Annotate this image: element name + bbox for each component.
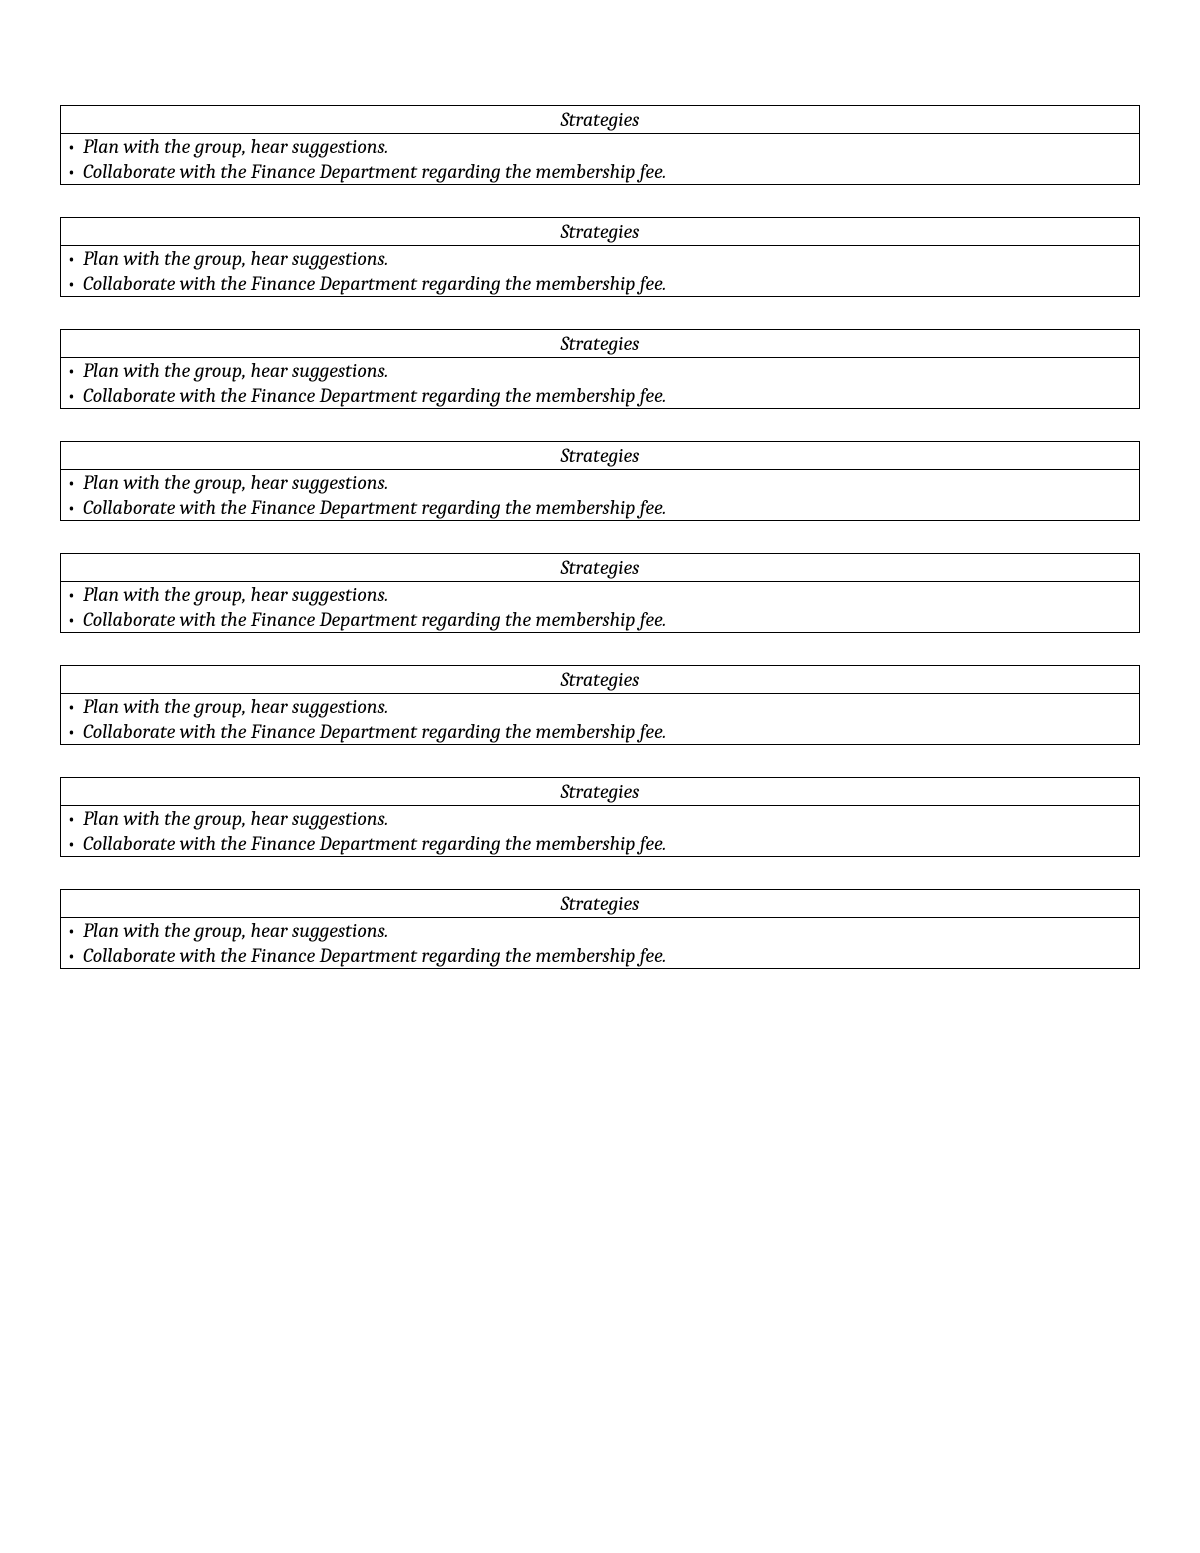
strategy-item-text: Plan with the group, hear suggestions. bbox=[83, 583, 1133, 606]
strategy-item-text: Collaborate with the Finance Department … bbox=[83, 720, 1133, 743]
strategy-item: •Plan with the group, hear suggestions. bbox=[61, 358, 1139, 383]
strategy-header: Strategies bbox=[61, 218, 1139, 246]
strategy-block: Strategies•Plan with the group, hear sug… bbox=[60, 105, 1140, 185]
bullet-icon: • bbox=[67, 720, 83, 743]
bullet-icon: • bbox=[67, 496, 83, 519]
strategy-item-text: Plan with the group, hear suggestions. bbox=[83, 135, 1133, 158]
strategy-item-text: Plan with the group, hear suggestions. bbox=[83, 919, 1133, 942]
strategy-items: •Plan with the group, hear suggestions.•… bbox=[61, 582, 1139, 632]
strategy-header: Strategies bbox=[61, 778, 1139, 806]
strategy-item: •Plan with the group, hear suggestions. bbox=[61, 470, 1139, 495]
strategy-header: Strategies bbox=[61, 890, 1139, 918]
strategy-items: •Plan with the group, hear suggestions.•… bbox=[61, 694, 1139, 744]
bullet-icon: • bbox=[67, 471, 83, 494]
strategy-items: •Plan with the group, hear suggestions.•… bbox=[61, 134, 1139, 184]
strategy-header: Strategies bbox=[61, 554, 1139, 582]
bullet-icon: • bbox=[67, 832, 83, 855]
strategy-block: Strategies•Plan with the group, hear sug… bbox=[60, 329, 1140, 409]
strategy-item-text: Plan with the group, hear suggestions. bbox=[83, 247, 1133, 270]
strategy-items: •Plan with the group, hear suggestions.•… bbox=[61, 358, 1139, 408]
strategy-item-text: Collaborate with the Finance Department … bbox=[83, 384, 1133, 407]
strategy-header: Strategies bbox=[61, 330, 1139, 358]
strategy-item: •Collaborate with the Finance Department… bbox=[61, 159, 1139, 184]
bullet-icon: • bbox=[67, 695, 83, 718]
strategy-block: Strategies•Plan with the group, hear sug… bbox=[60, 553, 1140, 633]
strategy-block: Strategies•Plan with the group, hear sug… bbox=[60, 441, 1140, 521]
bullet-icon: • bbox=[67, 919, 83, 942]
strategy-item-text: Collaborate with the Finance Department … bbox=[83, 832, 1133, 855]
strategy-item-text: Plan with the group, hear suggestions. bbox=[83, 807, 1133, 830]
strategy-header: Strategies bbox=[61, 106, 1139, 134]
strategy-items: •Plan with the group, hear suggestions.•… bbox=[61, 470, 1139, 520]
strategy-block: Strategies•Plan with the group, hear sug… bbox=[60, 665, 1140, 745]
strategy-item-text: Plan with the group, hear suggestions. bbox=[83, 359, 1133, 382]
strategy-item: •Collaborate with the Finance Department… bbox=[61, 719, 1139, 744]
strategy-items: •Plan with the group, hear suggestions.•… bbox=[61, 246, 1139, 296]
strategy-item: •Collaborate with the Finance Department… bbox=[61, 383, 1139, 408]
strategy-item-text: Collaborate with the Finance Department … bbox=[83, 496, 1133, 519]
strategy-item-text: Collaborate with the Finance Department … bbox=[83, 608, 1133, 631]
strategy-item: •Collaborate with the Finance Department… bbox=[61, 943, 1139, 968]
strategy-item: •Plan with the group, hear suggestions. bbox=[61, 806, 1139, 831]
bullet-icon: • bbox=[67, 807, 83, 830]
strategy-items: •Plan with the group, hear suggestions.•… bbox=[61, 918, 1139, 968]
strategy-item: •Plan with the group, hear suggestions. bbox=[61, 694, 1139, 719]
bullet-icon: • bbox=[67, 272, 83, 295]
bullet-icon: • bbox=[67, 160, 83, 183]
strategy-item-text: Plan with the group, hear suggestions. bbox=[83, 695, 1133, 718]
strategy-item: •Collaborate with the Finance Department… bbox=[61, 271, 1139, 296]
strategy-item: •Plan with the group, hear suggestions. bbox=[61, 918, 1139, 943]
bullet-icon: • bbox=[67, 608, 83, 631]
strategy-item-text: Plan with the group, hear suggestions. bbox=[83, 471, 1133, 494]
strategy-item-text: Collaborate with the Finance Department … bbox=[83, 944, 1133, 967]
strategy-item: •Plan with the group, hear suggestions. bbox=[61, 582, 1139, 607]
strategy-items: •Plan with the group, hear suggestions.•… bbox=[61, 806, 1139, 856]
strategy-block: Strategies•Plan with the group, hear sug… bbox=[60, 217, 1140, 297]
bullet-icon: • bbox=[67, 384, 83, 407]
bullet-icon: • bbox=[67, 359, 83, 382]
strategy-item: •Collaborate with the Finance Department… bbox=[61, 495, 1139, 520]
bullet-icon: • bbox=[67, 583, 83, 606]
strategy-item: •Collaborate with the Finance Department… bbox=[61, 831, 1139, 856]
strategy-item: •Plan with the group, hear suggestions. bbox=[61, 134, 1139, 159]
strategy-item-text: Collaborate with the Finance Department … bbox=[83, 160, 1133, 183]
strategy-item: •Plan with the group, hear suggestions. bbox=[61, 246, 1139, 271]
strategy-header: Strategies bbox=[61, 666, 1139, 694]
strategy-block: Strategies•Plan with the group, hear sug… bbox=[60, 889, 1140, 969]
strategy-item-text: Collaborate with the Finance Department … bbox=[83, 272, 1133, 295]
bullet-icon: • bbox=[67, 247, 83, 270]
bullet-icon: • bbox=[67, 135, 83, 158]
strategy-header: Strategies bbox=[61, 442, 1139, 470]
strategies-list: Strategies•Plan with the group, hear sug… bbox=[60, 105, 1140, 969]
strategy-block: Strategies•Plan with the group, hear sug… bbox=[60, 777, 1140, 857]
bullet-icon: • bbox=[67, 944, 83, 967]
strategy-item: •Collaborate with the Finance Department… bbox=[61, 607, 1139, 632]
